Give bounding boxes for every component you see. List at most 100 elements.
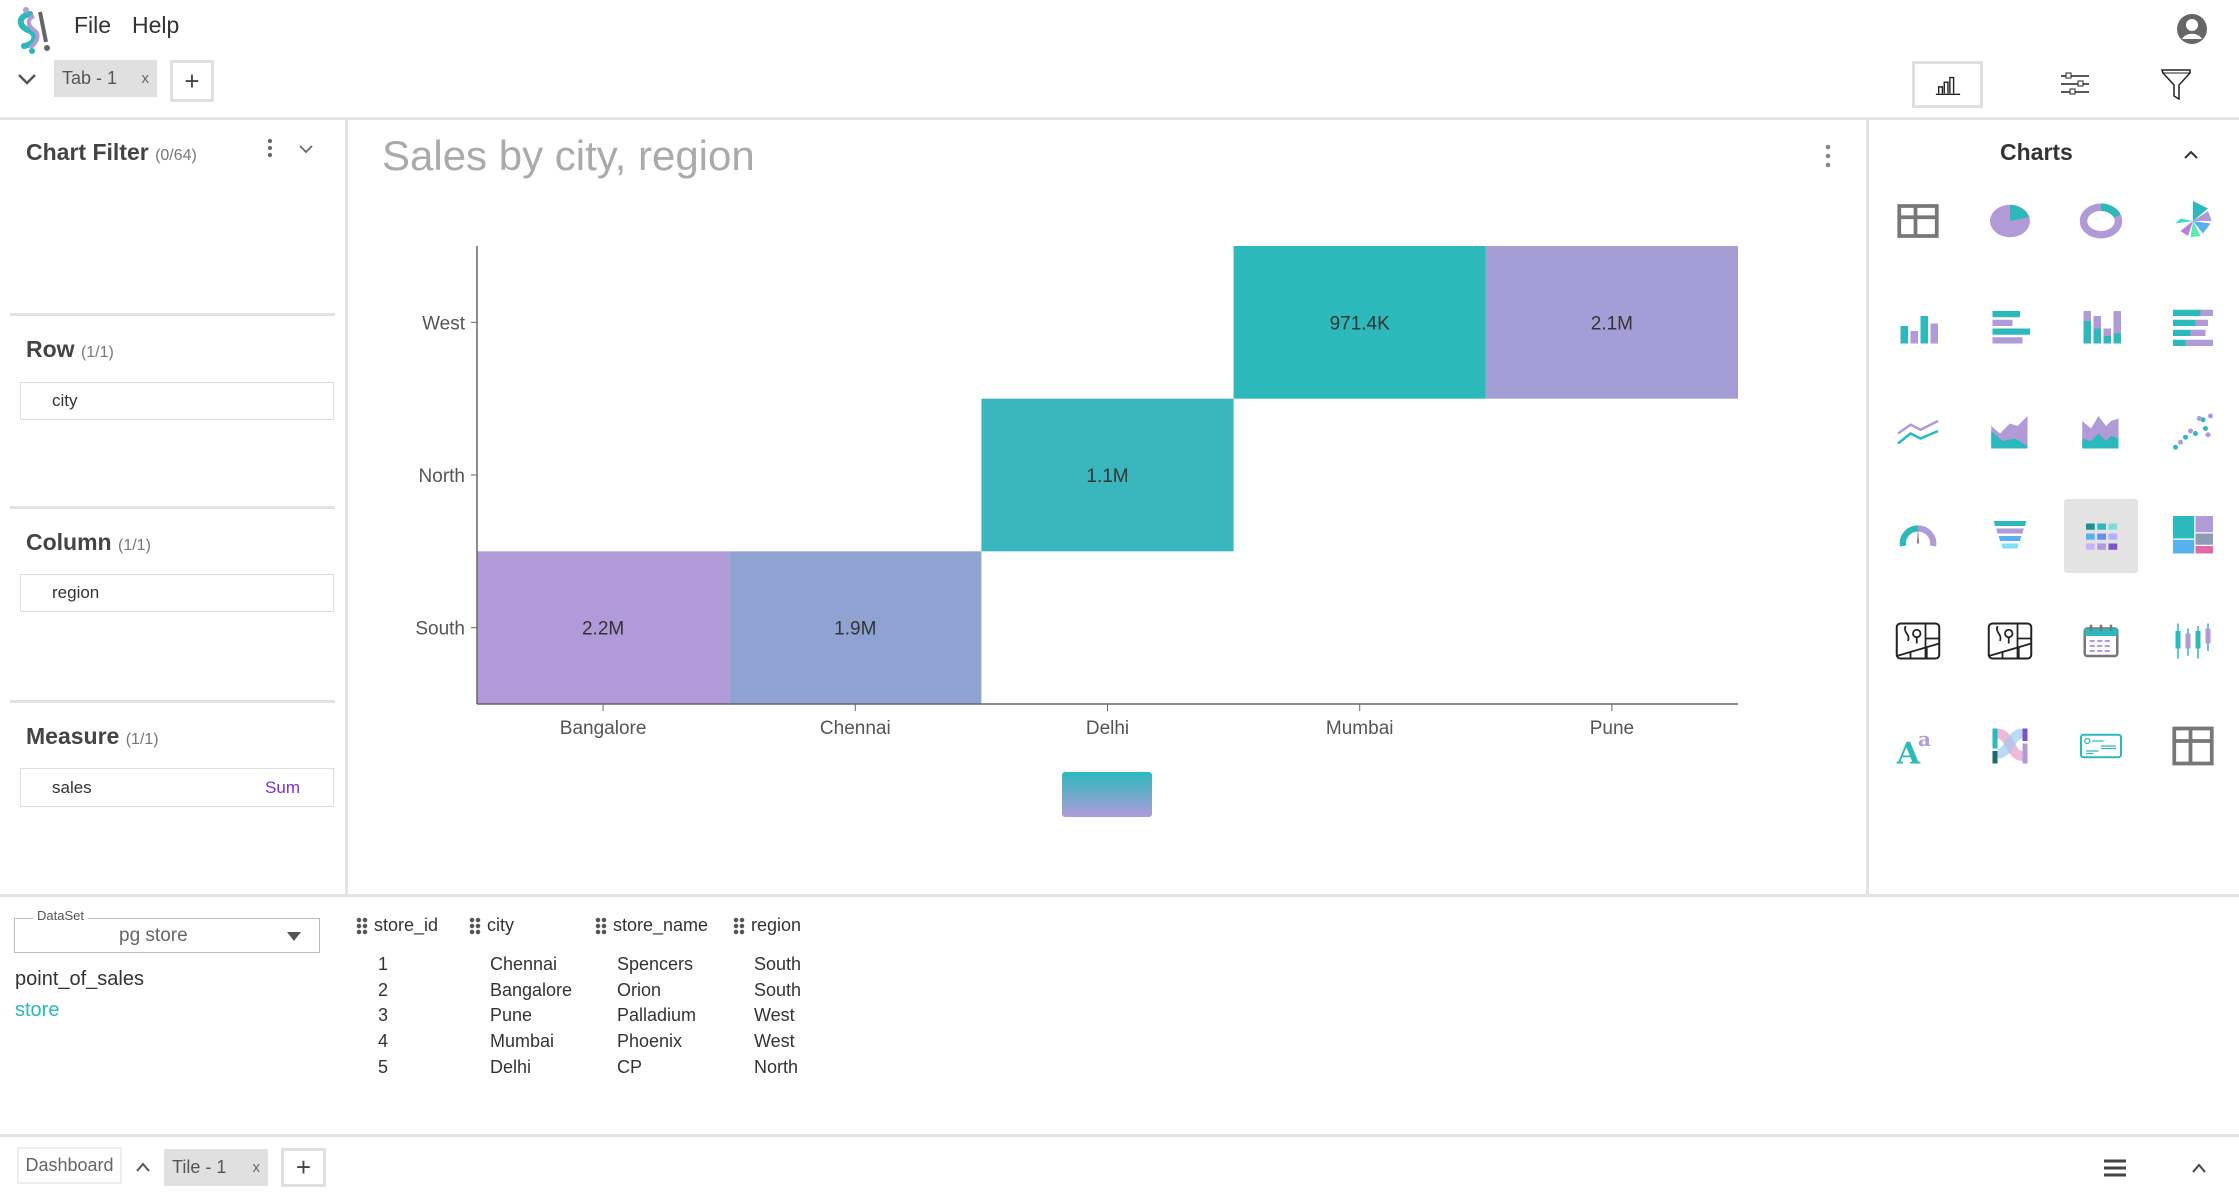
- pie-chart-chart-type-button[interactable]: [1973, 184, 2047, 258]
- line-chart-icon: [1897, 419, 1939, 445]
- measure-field-sales[interactable]: sales Sum: [20, 768, 334, 807]
- y-tick-label: West: [422, 313, 466, 334]
- map-chart-type-button[interactable]: [1881, 604, 1955, 678]
- divider: [10, 313, 335, 316]
- tabs-collapse-chevron-icon[interactable]: [16, 70, 38, 88]
- horizontal-bar-icon: [1992, 311, 2030, 344]
- cell-city: Delhi: [490, 1056, 532, 1077]
- menu-help[interactable]: Help: [132, 12, 180, 38]
- chart-filter-collapse-icon[interactable]: [298, 142, 314, 154]
- candlestick-chart-type-button[interactable]: [2156, 604, 2230, 678]
- gauge-chart-type-button[interactable]: [1881, 499, 1955, 573]
- bar-chart-chart-type-button[interactable]: [1881, 289, 1955, 363]
- chart-filter-title: Chart Filter (0/64): [26, 139, 197, 165]
- charts-panel-collapse-icon[interactable]: [2183, 148, 2199, 160]
- tile-label: Tile - 1: [172, 1157, 227, 1177]
- cell-value-label: 1.1M: [1086, 466, 1128, 487]
- stacked-horizontal-bar-chart-type-button[interactable]: [2156, 289, 2230, 363]
- tab-close-icon[interactable]: x: [141, 70, 150, 87]
- y-tick-label: North: [419, 466, 465, 487]
- tile-1[interactable]: Tile - 1 x: [164, 1149, 268, 1186]
- heatmap-chart-type-button[interactable]: [2064, 499, 2138, 573]
- drag-handle-icon[interactable]: [469, 916, 481, 935]
- account-icon[interactable]: [2176, 13, 2208, 45]
- add-tile-button[interactable]: +: [281, 1148, 326, 1187]
- pivot-table-chart-type-button[interactable]: [2156, 709, 2230, 783]
- tile-close-icon[interactable]: x: [252, 1159, 261, 1176]
- treemap-chart-type-button[interactable]: [2156, 499, 2230, 573]
- line-chart-chart-type-button[interactable]: [1881, 394, 1955, 468]
- dataset-value: pg store: [119, 925, 188, 946]
- cell-region: South: [754, 979, 802, 1000]
- cell-store-id: 2: [378, 979, 389, 1000]
- stacked-area-chart-type-button[interactable]: [2064, 394, 2138, 468]
- stacked-bar-chart-type-button[interactable]: [2064, 289, 2138, 363]
- chart-more-options-icon[interactable]: [1824, 144, 1832, 168]
- footer-collapse-icon[interactable]: [2191, 1161, 2207, 1173]
- cell-value-label: 2.1M: [1591, 313, 1633, 334]
- cell-value-label: 2.2M: [582, 619, 624, 640]
- column-header-region[interactable]: region: [733, 915, 801, 936]
- column-header-city[interactable]: city: [469, 915, 514, 936]
- stacked-area-icon: [2082, 416, 2119, 449]
- rose-chart-icon: [2175, 201, 2212, 238]
- chart-view-button[interactable]: [1912, 61, 1983, 108]
- heatmap-cell: [1233, 246, 1486, 399]
- scatter-chart-chart-type-button[interactable]: [2156, 394, 2230, 468]
- rich-text-icon: Aa: [1896, 727, 1931, 771]
- cell-store-name: Orion: [617, 979, 662, 1000]
- menu-file[interactable]: File: [74, 12, 112, 38]
- funnel-chart-chart-type-button[interactable]: [1973, 499, 2047, 573]
- heatmap-icon: [2086, 523, 2118, 550]
- x-tick-label: Delhi: [1086, 718, 1129, 739]
- header-divider: [0, 117, 2239, 120]
- hamburger-menu-icon[interactable]: [2103, 1158, 2127, 1178]
- row-field-city[interactable]: city: [20, 382, 334, 420]
- y-tick-label: South: [415, 619, 465, 640]
- cell-value-label: 971.4K: [1330, 313, 1391, 334]
- measure-aggregation[interactable]: Sum: [265, 777, 300, 797]
- drag-handle-icon[interactable]: [356, 916, 368, 935]
- stacked-horizontal-bar-icon: [2172, 309, 2213, 346]
- funnel-icon[interactable]: [2160, 68, 2191, 101]
- table-item-point-of-sales[interactable]: point_of_sales: [15, 968, 144, 990]
- filled-map-chart-type-button[interactable]: [1973, 604, 2047, 678]
- table-item-store[interactable]: store: [15, 999, 60, 1021]
- column-header-store_id[interactable]: store_id: [356, 915, 438, 936]
- cell-store-id: 4: [378, 1031, 389, 1052]
- rose-chart-chart-type-button[interactable]: [2156, 184, 2230, 258]
- table-chart-type-button[interactable]: [1881, 184, 1955, 258]
- dataset-label: DataSet: [33, 908, 88, 923]
- drag-handle-icon[interactable]: [595, 916, 607, 935]
- more-options-icon[interactable]: [266, 138, 274, 158]
- heatmap-cell: [981, 398, 1234, 552]
- drag-handle-icon[interactable]: [733, 916, 745, 935]
- add-tab-button[interactable]: +: [170, 60, 214, 102]
- dashboard-button[interactable]: Dashboard: [17, 1147, 122, 1184]
- pivot-table-icon: [2171, 726, 2214, 766]
- sankey-chart-type-button[interactable]: [1973, 709, 2047, 783]
- row-title: Row (1/1): [26, 336, 114, 362]
- column-header-store_name[interactable]: store_name: [595, 915, 708, 936]
- measure-title: Measure (1/1): [26, 723, 159, 749]
- bottom-divider: [0, 894, 2239, 897]
- measure-name: sales: [52, 777, 92, 797]
- dataset-select[interactable]: DataSet pg store: [14, 908, 320, 953]
- horizontal-bar-chart-type-button[interactable]: [1973, 289, 2047, 363]
- stacked-bar-icon: [2083, 311, 2121, 344]
- calendar-chart-type-button[interactable]: [2064, 604, 2138, 678]
- column-field-region[interactable]: region: [20, 574, 334, 612]
- footer-expand-icon[interactable]: [135, 1160, 151, 1172]
- cell-region: West: [754, 1031, 795, 1052]
- donut-chart-chart-type-button[interactable]: [2064, 184, 2138, 258]
- sliders-icon[interactable]: [2060, 70, 2090, 98]
- area-chart-chart-type-button[interactable]: [1973, 394, 2047, 468]
- funnel-chart-icon: [1993, 521, 2026, 549]
- cell-store-name: Palladium: [617, 1005, 697, 1026]
- tab-1[interactable]: Tab - 1 x: [54, 60, 157, 97]
- bar-chart-icon: [1900, 316, 1938, 344]
- simple-card-chart-type-button[interactable]: [2064, 709, 2138, 783]
- divider: [10, 700, 335, 703]
- filled-map-icon: [1987, 622, 2032, 660]
